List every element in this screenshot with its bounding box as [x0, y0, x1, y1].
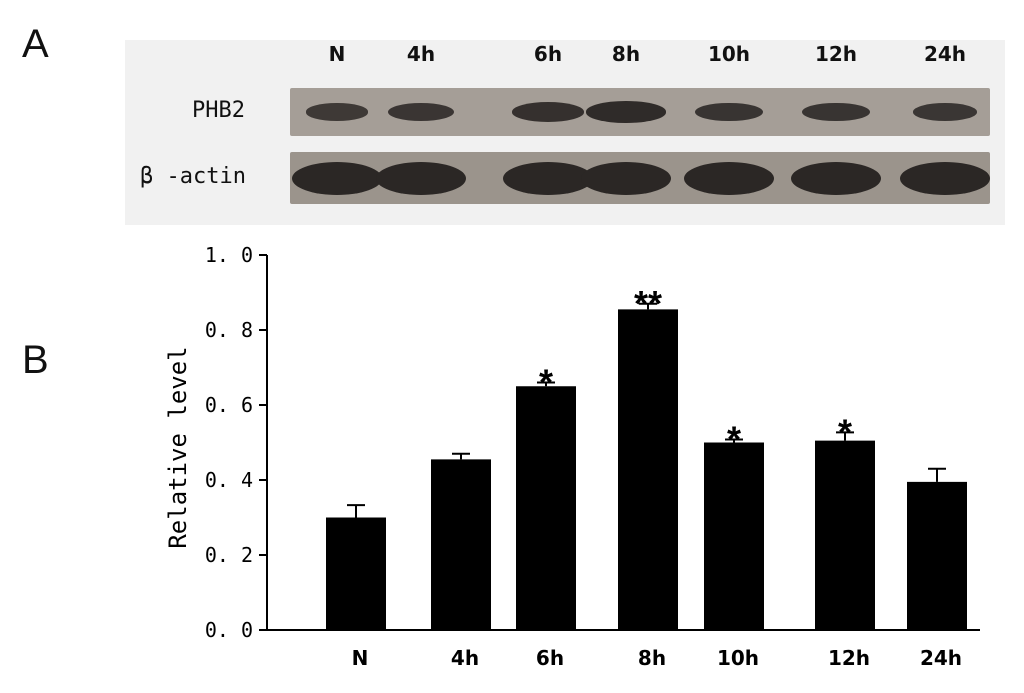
phb2-band: [511, 102, 585, 122]
beta-actin-band: [684, 161, 774, 195]
bar: [516, 386, 576, 630]
y-axis-title: Relative level: [164, 346, 192, 548]
beta-actin-band: [581, 161, 671, 195]
phb2-band: [912, 103, 978, 121]
x-tick-label: 4h: [451, 646, 479, 670]
phb2-band: [801, 102, 871, 122]
bar: [907, 481, 967, 630]
y-tick-label: 0. 6: [205, 393, 253, 417]
beta-actin-band: [791, 161, 881, 195]
x-tick-label: 12h: [828, 646, 870, 670]
significance-marker: *: [838, 411, 852, 452]
phb2-band: [695, 102, 763, 122]
y-tick-label: 0. 8: [205, 318, 253, 342]
bar: [704, 442, 764, 630]
lane-label-24h: 24h: [923, 42, 967, 66]
y-tick-label: 1. 0: [205, 243, 253, 267]
x-tick-label: 6h: [536, 646, 564, 670]
bar: [815, 440, 875, 630]
x-tick-label: 10h: [717, 646, 759, 670]
phb2-band: [387, 102, 455, 122]
panel-a-letter: A: [22, 22, 49, 66]
x-tick-label: N: [352, 646, 369, 670]
beta-actin-band: [376, 161, 466, 195]
significance-marker: **: [634, 283, 662, 324]
y-tick-label: 0. 0: [205, 618, 253, 642]
beta-actin-band: [292, 161, 382, 195]
phb2-band: [586, 101, 666, 123]
bar: [618, 309, 678, 630]
row-label-beta-actin: β -actin: [140, 164, 246, 189]
row-label-phb2: PHB2: [192, 98, 245, 123]
bar: [431, 459, 491, 630]
significance-marker: *: [727, 419, 741, 460]
lane-label-6h: 6h: [533, 42, 563, 66]
bar-chart: 0. 0 0. 2 0. 4 0. 6 0. 8 1. 0 Relative level N 4…: [164, 243, 980, 670]
beta-actin-band: [900, 161, 990, 195]
phb2-band: [306, 103, 368, 121]
beta-actin-band: [503, 161, 593, 195]
y-tick-label: 0. 2: [205, 543, 253, 567]
lane-label-4h: 4h: [406, 42, 436, 66]
x-tick-label: 24h: [920, 646, 962, 670]
panel-b-letter: B: [22, 338, 49, 382]
lane-label-12h: 12h: [814, 42, 858, 66]
x-tick-label: 8h: [638, 646, 666, 670]
lane-label-n: N: [328, 42, 346, 66]
lane-label-8h: 8h: [611, 42, 641, 66]
lane-label-10h: 10h: [707, 42, 751, 66]
y-tick-label: 0. 4: [205, 468, 253, 492]
significance-marker: *: [539, 362, 553, 403]
bar: [326, 517, 386, 630]
